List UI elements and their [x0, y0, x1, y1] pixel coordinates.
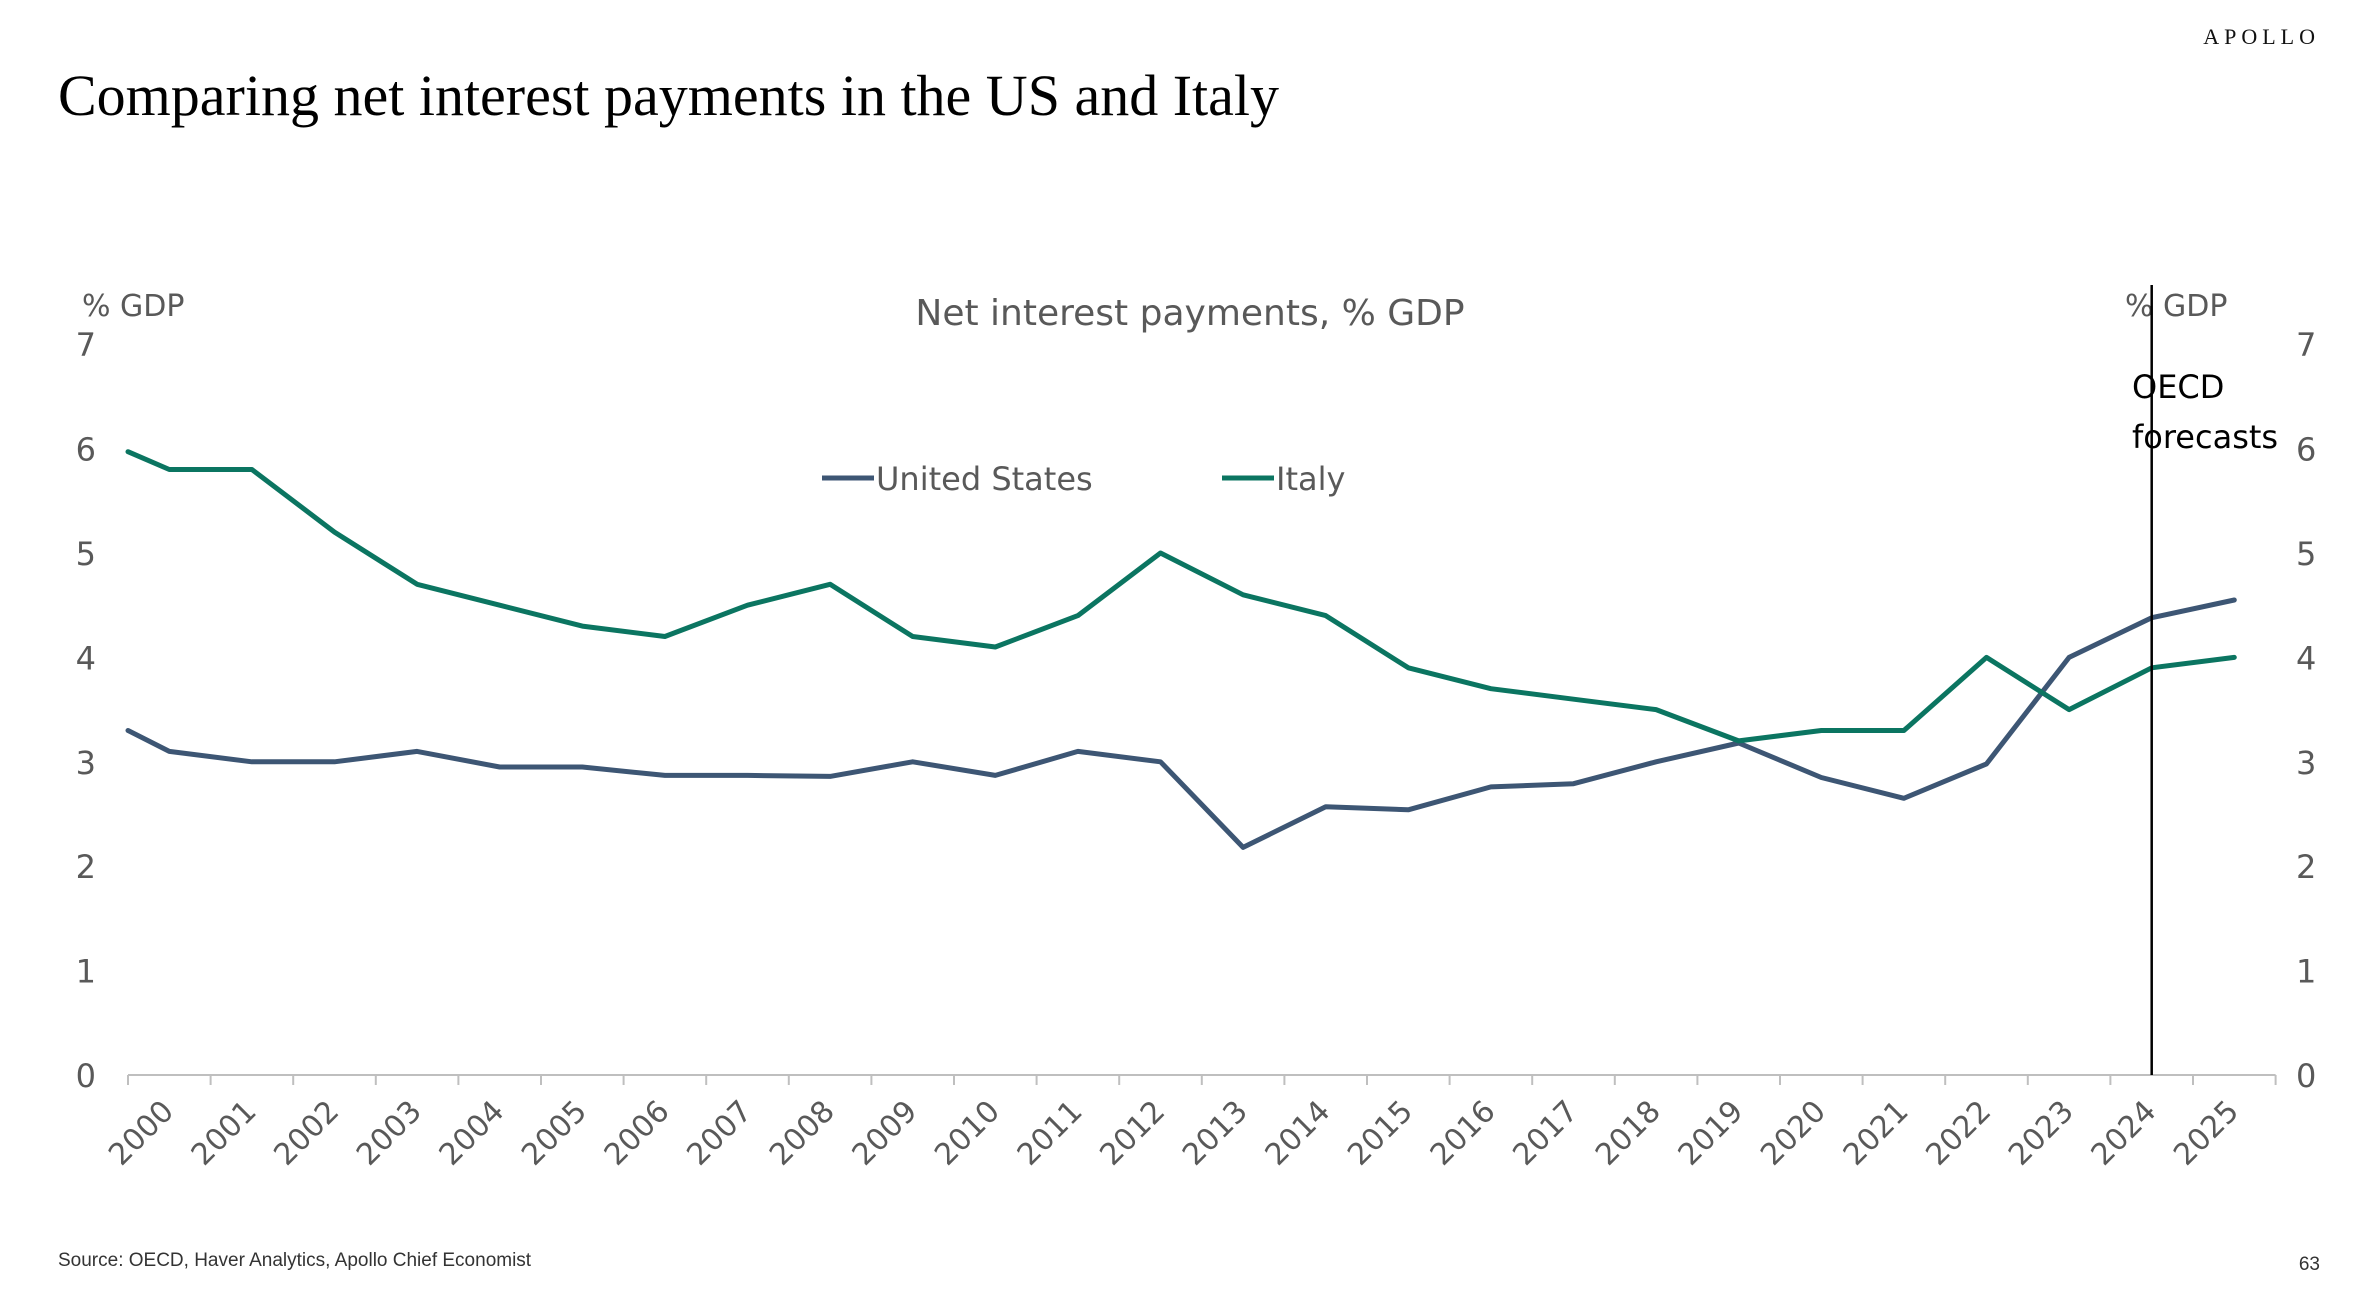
legend-label: United States [876, 460, 1093, 498]
axes: 2000 2001 2002 2003 2004 2005 2006 2007 2008 2009… [76, 326, 2317, 1172]
x-tick-label: 2023 [2002, 1094, 2081, 1173]
y-tick-label-right: 6 [2296, 431, 2316, 469]
x-tick-label: 2022 [1919, 1094, 1998, 1173]
x-tick-label: 2018 [1589, 1094, 1668, 1173]
y-tick-label-right: 0 [2296, 1057, 2316, 1095]
y-axis-label-right: % GDP [2125, 289, 2227, 324]
x-tick-label: 2002 [267, 1094, 346, 1173]
x-tick-label: 2013 [1176, 1094, 1255, 1173]
y-tick-label-left: 1 [76, 953, 96, 991]
x-tick-label: 2021 [1837, 1094, 1916, 1173]
y-tick-label-right: 4 [2296, 639, 2316, 677]
y-tick-label-left: 0 [76, 1057, 96, 1095]
y-tick-label-left: 2 [76, 848, 96, 886]
y-tick-label-right: 7 [2296, 326, 2316, 364]
y-tick-label-right: 3 [2296, 744, 2316, 782]
x-tick-label: 2001 [185, 1094, 264, 1173]
forecast-label: forecasts [2132, 418, 2278, 456]
y-tick-label-left: 6 [76, 431, 96, 469]
series-line-italy [125, 449, 2237, 744]
legend: United States Italy [822, 460, 1345, 498]
y-tick-label-right: 1 [2296, 953, 2316, 991]
x-tick-label: 2020 [1754, 1094, 1833, 1173]
source-note: Source: OECD, Haver Analytics, Apollo Ch… [58, 1250, 532, 1271]
apollo-logo: APOLLO [2203, 24, 2320, 49]
x-tick-label: 2007 [680, 1094, 759, 1173]
page-title: Comparing net interest payments in the U… [58, 63, 1279, 128]
forecast-label: OECD [2132, 368, 2224, 406]
forecast-annotation: OECD forecasts [2132, 285, 2278, 1075]
y-tick-label-right: 5 [2296, 535, 2316, 573]
x-tick-label: 2014 [1259, 1094, 1338, 1173]
x-tick-label: 2011 [1011, 1094, 1090, 1173]
y-tick-label-right: 2 [2296, 848, 2316, 886]
series-lines [125, 449, 2237, 850]
x-tick-label: 2009 [846, 1094, 925, 1173]
x-tick-label: 2004 [433, 1094, 512, 1173]
y-tick-label-left: 5 [76, 535, 96, 573]
x-tick-label: 2017 [1506, 1094, 1585, 1173]
x-tick-label: 2025 [2167, 1094, 2246, 1173]
y-tick-label-left: 3 [76, 744, 96, 782]
x-tick-label: 2000 [102, 1094, 181, 1173]
series-line-united-states [125, 597, 2237, 850]
x-tick-label: 2003 [350, 1094, 429, 1173]
x-tick-label: 2024 [2085, 1094, 2164, 1173]
y-axis-label-left: % GDP [82, 289, 184, 324]
y-tick-label-left: 4 [76, 639, 96, 677]
x-tick-label: 2008 [763, 1094, 842, 1173]
x-tick-label: 2005 [515, 1094, 594, 1173]
page-number: 63 [2298, 1254, 2320, 1275]
x-tick-label: 2019 [1672, 1094, 1751, 1173]
chart-title: Net interest payments, % GDP [915, 293, 1464, 334]
legend-label: Italy [1276, 460, 1345, 498]
x-tick-label: 2012 [1093, 1094, 1172, 1173]
y-tick-label-left: 7 [76, 326, 96, 364]
x-tick-label: 2016 [1424, 1094, 1503, 1173]
x-tick-label: 2015 [1341, 1094, 1420, 1173]
x-tick-label: 2006 [598, 1094, 677, 1173]
x-tick-label: 2010 [928, 1094, 1007, 1173]
